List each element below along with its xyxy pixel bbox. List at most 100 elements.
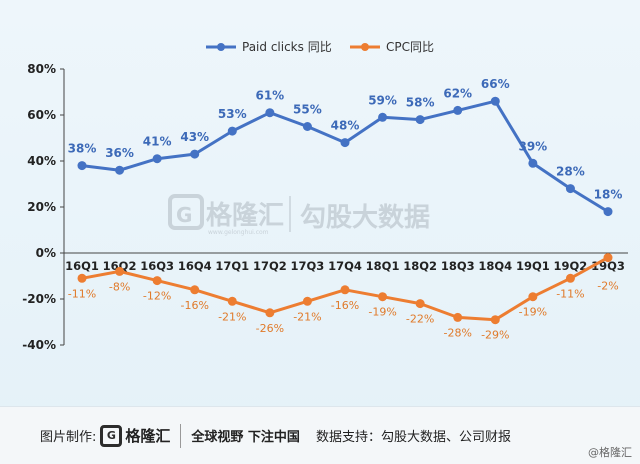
legend-label-paid-clicks: Paid clicks 同比 [242,40,332,54]
paid-clicks-point [265,108,275,118]
footer: 图片制作: G 格隆汇 全球视野 下注中国 数据支持：勾股大数据、公司财报 @格… [0,406,640,464]
paid-clicks-label: 36% [105,146,134,160]
legend-marker-cpc [361,43,369,51]
paid-clicks-point [227,126,237,136]
cpc-label: -19% [368,306,396,319]
cpc-label: -22% [406,313,434,326]
cpc-point [115,266,125,276]
cpc-point [415,299,425,309]
paid-clicks-point [378,112,388,122]
paid-clicks-point [415,115,425,125]
cpc-point [190,285,200,295]
legend-marker-paid-clicks [217,43,225,51]
paid-clicks-point [152,154,162,164]
cpc-point [77,273,87,283]
x-tick-label: 16Q2 [103,259,137,273]
paid-clicks-label: 48% [331,119,360,133]
paid-clicks-point [528,158,538,168]
paid-clicks-point [190,149,200,159]
cpc-label: -8% [109,280,130,293]
x-tick-label: 17Q4 [328,259,362,273]
y-tick-label: 80% [27,62,56,76]
axes: 80%60%40%20%0%-20%-40%16Q1 16Q2 16Q3 16Q4 17… [22,62,628,352]
paid-clicks-label: 59% [368,93,397,107]
cpc-point [265,308,275,318]
cpc-point [490,315,500,325]
x-tick-label: 16Q3 [140,259,174,273]
cpc-label: -19% [519,306,547,319]
paid-clicks-point [302,122,312,131]
y-tick-label: 20% [27,200,56,214]
paid-clicks-label: 55% [293,103,322,117]
y-tick-label: -40% [22,338,56,352]
cpc-label: -11% [556,287,584,300]
x-tick-label: 16Q4 [178,259,212,273]
watermark-brand: 格隆汇 [206,200,284,231]
watermark: G 格隆汇 www.gelonghui.com 勾股大数据 [168,194,430,236]
y-tick-label: -20% [22,292,56,306]
paid-clicks-label: 28% [556,165,585,179]
cpc-label: -21% [293,310,321,323]
watermark-logo-mark: G [176,203,192,227]
paid-clicks-label: 18% [594,188,623,202]
logo-icon: G [100,424,123,447]
paid-clicks-point [115,165,125,175]
cpc-point [378,292,388,302]
x-tick-label: 18Q4 [478,259,512,273]
cpc-point [340,285,350,295]
cpc-label: -21% [218,310,246,323]
cpc-label: -28% [444,326,472,339]
paid-clicks-point [565,184,575,194]
y-tick-label: 60% [27,108,56,122]
cpc-label: -16% [181,299,209,312]
y-tick-label: 40% [27,154,56,168]
logo-text: 格隆汇 [125,427,171,445]
cpc-point [565,273,575,283]
x-tick-label: 19Q1 [516,259,550,273]
footer-divider [180,423,182,448]
corner-watermark: @格隆汇 [588,446,632,459]
watermark-url: www.gelonghui.com [208,229,269,236]
y-tick-label: 0% [36,246,56,260]
credit-label: 图片制作: [40,430,97,445]
paid-clicks-point [603,207,613,217]
data-support: 数据支持：勾股大数据、公司财报 [315,430,511,445]
legend: Paid clicks 同比 CPC同比 [206,40,434,54]
paid-clicks-label: 41% [143,135,172,149]
paid-clicks-point [77,161,87,171]
cpc-label: -26% [256,322,284,335]
x-tick-label: 18Q2 [403,259,437,273]
cpc-point [528,292,538,302]
cpc-label: -2% [597,280,618,293]
x-tick-label: 18Q3 [441,259,475,273]
cpc-label: -12% [143,290,171,303]
x-tick-label: 18Q1 [366,259,400,273]
line-chart: G 格隆汇 www.gelonghui.com 勾股大数据 Paid click… [22,40,628,352]
paid-clicks-point [340,138,350,148]
x-tick-label: 17Q3 [291,259,325,273]
paid-clicks-point [490,96,500,106]
paid-clicks-label: 58% [406,96,435,110]
watermark-logo-box [168,194,204,230]
series-layer: 38% 36% 41% 43% 53% 61% 55% 48% 59% 58% 62% 66% 39% 2… [68,77,623,342]
x-tick-label: 17Q2 [253,259,287,273]
x-tick-label: 17Q1 [215,259,249,273]
legend-label-cpc: CPC同比 [386,40,434,54]
cpc-label: -11% [68,287,96,300]
paid-clicks-label: 38% [68,142,97,156]
cpc-point [227,296,237,306]
cpc-point [453,312,463,322]
paid-clicks-label: 61% [255,89,284,103]
watermark-source: 勾股大数据 [300,203,430,233]
paid-clicks-label: 53% [218,107,247,121]
x-tick-label: 19Q2 [554,259,588,273]
cpc-label: -29% [481,329,509,342]
paid-clicks-point [453,105,463,115]
cpc-label: -16% [331,299,359,312]
paid-clicks-label: 62% [443,86,472,100]
paid-clicks-label: 39% [518,139,547,153]
slogan: 全球视野 下注中国 [191,430,300,445]
paid-clicks-label: 43% [180,130,209,144]
cpc-point [302,296,312,306]
footer-logo: G 格隆汇 [100,424,171,447]
